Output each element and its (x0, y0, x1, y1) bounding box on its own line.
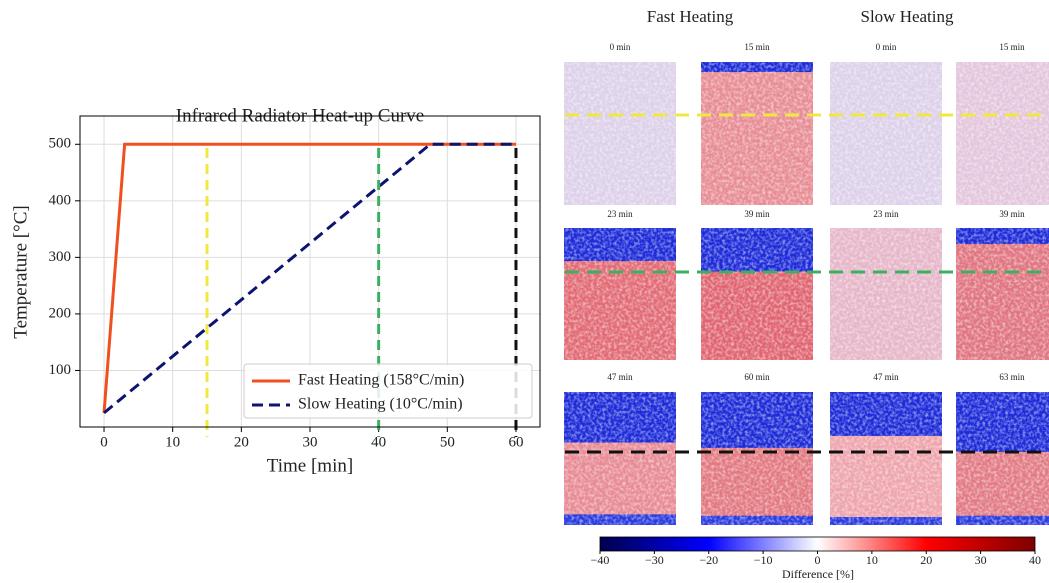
panel-label: 39 min (999, 209, 1025, 219)
scan-panel (701, 228, 813, 360)
colorbar-tick-label: −40 (591, 553, 610, 567)
scan-texture (564, 392, 676, 525)
panel-label: 0 min (876, 42, 897, 52)
scan-texture (956, 228, 1049, 360)
x-tick-label: 50 (440, 434, 455, 450)
x-tick-label: 30 (303, 434, 318, 450)
scan-texture (701, 228, 813, 360)
x-tick-label: 60 (508, 434, 523, 450)
x-tick-label: 40 (371, 434, 386, 450)
scan-panel (701, 392, 813, 525)
panel-label: 39 min (744, 209, 770, 219)
panel-label: 15 min (999, 42, 1025, 52)
scan-panel (564, 228, 676, 360)
colorbar-label: Difference [%] (782, 567, 854, 581)
scan-panel (956, 228, 1049, 360)
y-tick-label: 300 (49, 249, 72, 265)
scan-panel (701, 62, 813, 205)
colorbar-tick-label: 0 (815, 553, 821, 567)
scan-panel (956, 62, 1049, 205)
scan-texture (564, 62, 676, 205)
panel-label: 0 min (610, 42, 631, 52)
series-line (103, 142, 516, 415)
section-lines (565, 113, 1049, 454)
panel-grid: 0 min 15 min 0 min 15 min 23 min 39 min 23 min… (564, 42, 1049, 525)
plot-frame (79, 115, 541, 428)
scan-texture (701, 62, 813, 205)
panel-label: 63 min (999, 372, 1025, 382)
scan-texture (956, 62, 1049, 205)
legend-box (243, 363, 533, 419)
colorbar-tick-label: −10 (754, 553, 773, 567)
legend: Fast Heating (158°C/min) Slow Heating (10… (243, 363, 533, 419)
panel-label: 47 min (873, 372, 899, 382)
panel-label: 23 min (607, 209, 633, 219)
scan-texture (830, 392, 942, 525)
colorbar-tick-label: 10 (866, 553, 878, 567)
y-tick-label: 200 (49, 305, 72, 321)
column-title: Slow Heating (860, 7, 954, 26)
scan-panel (830, 392, 942, 525)
panel-label: 15 min (744, 42, 770, 52)
legend-label: Slow Heating (10°C/min) (298, 396, 463, 413)
colorbar-tick-label: 40 (1029, 553, 1041, 567)
scan-panel (564, 62, 676, 205)
x-axis-label: Time [min] (267, 455, 353, 476)
scan-texture (564, 228, 676, 360)
panel-label: 60 min (744, 372, 770, 382)
x-tick-label: 0 (100, 434, 108, 450)
scan-panel (956, 392, 1049, 525)
y-tick-label: 400 (49, 192, 72, 208)
y-tick-label: 100 (49, 362, 72, 378)
panel-label: 47 min (607, 372, 633, 382)
colorbar-tick-label: 30 (975, 553, 987, 567)
colorbar-tick-label: −20 (699, 553, 718, 567)
colorbar-tick-label: −30 (645, 553, 664, 567)
column-title: Fast Heating (647, 7, 734, 26)
colorbar (599, 536, 1036, 552)
y-axis-label: Temperature [°C] (10, 205, 31, 338)
scan-texture (830, 62, 942, 205)
scan-texture (701, 392, 813, 525)
scan-panel (830, 228, 942, 360)
colorbar-tick-label: 20 (920, 553, 932, 567)
y-tick-label: 500 (49, 136, 72, 152)
x-tick-label: 20 (234, 434, 249, 450)
series-line (102, 142, 516, 413)
scan-panel (564, 392, 676, 525)
legend-label: Fast Heating (158°C/min) (298, 372, 464, 389)
scan-texture (956, 392, 1049, 525)
panel-label: 23 min (873, 209, 899, 219)
scan-panel (830, 62, 942, 205)
scan-texture (830, 228, 942, 360)
x-tick-label: 10 (165, 434, 180, 450)
